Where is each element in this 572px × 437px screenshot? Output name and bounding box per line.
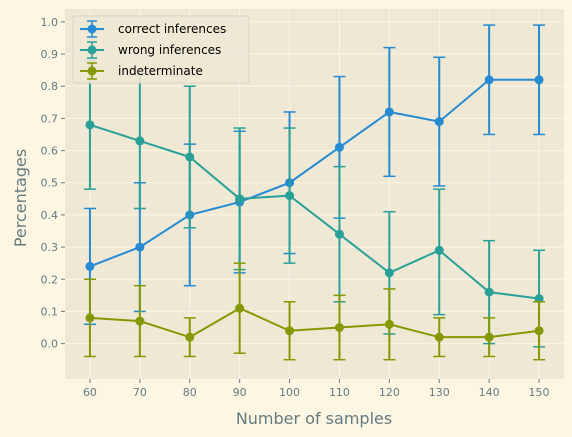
y-tick-label: 0.3 [41, 241, 59, 254]
y-tick-label: 0.5 [41, 177, 59, 190]
x-axis: 60 70 80 90 100 110 120 130 140 150 [83, 379, 550, 399]
legend-label: wrong inferences [118, 43, 221, 57]
y-tick-label: 0.1 [41, 305, 59, 318]
data-point [135, 242, 145, 252]
data-point [484, 75, 494, 85]
data-point [85, 120, 95, 130]
y-axis-label: Percentages [11, 149, 30, 247]
y-tick-label: 0.8 [41, 80, 59, 93]
data-point [185, 332, 195, 342]
legend-item: wrong inferences [80, 41, 221, 59]
data-point [235, 303, 245, 313]
data-point [85, 313, 95, 323]
y-tick-label: 0.6 [41, 145, 59, 158]
y-tick-label: 0.4 [41, 209, 59, 222]
data-point [334, 142, 344, 152]
data-point [434, 332, 444, 342]
data-point [434, 117, 444, 127]
data-point [484, 287, 494, 297]
data-point [384, 319, 394, 329]
series-line [89, 123, 540, 300]
y-tick-label: 0.2 [41, 273, 59, 286]
x-tick-label: 130 [429, 386, 450, 399]
x-tick-label: 120 [379, 386, 400, 399]
legend-item: indeterminate [80, 62, 203, 80]
data-point [434, 245, 444, 255]
data-point [334, 323, 344, 333]
x-tick-label: 150 [529, 386, 550, 399]
data-point [185, 152, 195, 162]
x-tick-label: 110 [329, 386, 350, 399]
data-point [85, 261, 95, 271]
legend-marker [87, 66, 97, 76]
y-tick-label: 0.0 [41, 338, 59, 351]
legend-box [72, 15, 250, 84]
y-tick-label: 0.7 [41, 112, 59, 125]
legend: correct inferences wrong inferences indete… [72, 15, 250, 84]
data-point [384, 107, 394, 117]
x-tick-label: 60 [83, 386, 97, 399]
data-point [285, 191, 295, 201]
x-tick-label: 80 [183, 386, 197, 399]
data-point [135, 316, 145, 326]
legend-marker [87, 24, 97, 34]
x-tick-label: 140 [479, 386, 500, 399]
data-point [384, 268, 394, 278]
data-point [534, 326, 544, 336]
y-axis: 0.0 0.1 0.2 0.3 0.4 0.5 0.6 0.7 0.8 0.9 1.0 [41, 16, 65, 351]
x-tick-label: 90 [233, 386, 247, 399]
series-indeterminate [83, 262, 546, 361]
x-axis-label: Number of samples [236, 409, 392, 428]
legend-item: correct inferences [80, 20, 226, 38]
y-tick-label: 1.0 [41, 16, 59, 29]
series-line [89, 78, 540, 268]
series-layer [83, 24, 546, 361]
legend-marker [87, 45, 97, 55]
data-point [285, 326, 295, 336]
data-point [484, 332, 494, 342]
series-line [89, 307, 540, 339]
y-tick-label: 0.9 [41, 48, 59, 61]
data-point [135, 136, 145, 146]
x-tick-label: 100 [279, 386, 300, 399]
x-tick-label: 70 [133, 386, 147, 399]
data-point [534, 75, 544, 85]
data-point [235, 194, 245, 204]
data-point [534, 294, 544, 304]
legend-label: indeterminate [118, 64, 203, 78]
legend-label: correct inferences [118, 22, 226, 36]
data-point [334, 229, 344, 239]
